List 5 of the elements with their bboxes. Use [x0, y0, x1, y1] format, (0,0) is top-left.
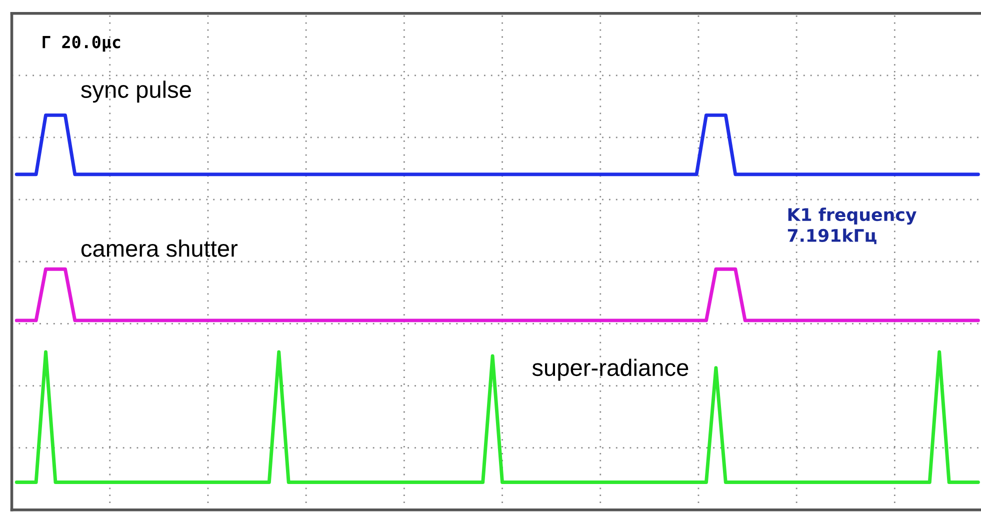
series-label: camera shutter	[81, 240, 238, 257]
text: Г 20.0μс	[42, 36, 120, 52]
series-label: super-radiance	[532, 358, 688, 381]
annotation: K1 frequency 7.191kГц	[788, 208, 916, 244]
series-label: sync pulse	[81, 80, 191, 103]
